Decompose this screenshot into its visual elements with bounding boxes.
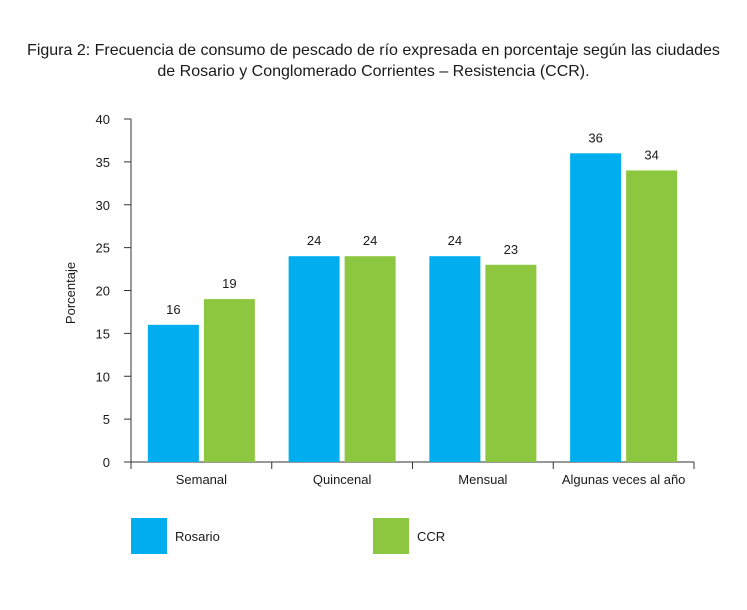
bar-ccr-1 (203, 299, 255, 462)
y-tick-label: 0 (103, 455, 110, 470)
legend-swatch-rosario (131, 518, 167, 554)
y-tick-label: 15 (96, 326, 110, 341)
x-category-label: Quincenal (313, 472, 372, 487)
bar-rosario-3 (429, 256, 481, 462)
data-labels: 16 19 24 24 24 23 36 34 (166, 130, 659, 316)
legend-swatch-ccr (373, 518, 409, 554)
x-category-label: Mensual (458, 472, 507, 487)
y-axis: 0 5 10 15 20 25 30 35 40 (96, 112, 132, 470)
data-label: 19 (222, 276, 236, 291)
data-label: 16 (166, 302, 180, 317)
chart-title-line1: Figura 2: Frecuencia de consumo de pesca… (27, 42, 720, 59)
data-label: 34 (644, 147, 658, 162)
legend-item-rosario: Rosario (131, 518, 220, 554)
y-tick-label: 25 (96, 241, 110, 256)
data-label: 24 (363, 233, 377, 248)
data-label: 23 (504, 242, 518, 257)
data-label: 24 (448, 233, 462, 248)
bar-rosario-1 (147, 324, 199, 462)
chart-title-line2: de Rosario y Conglomerado Corrientes – R… (157, 63, 590, 80)
data-label: 36 (588, 130, 602, 145)
x-category-label: Algunas veces al año (562, 472, 686, 487)
legend-label-ccr: CCR (417, 528, 446, 544)
y-tick-label: 30 (96, 198, 110, 213)
y-tick-label: 20 (96, 284, 110, 299)
chart-title: Figura 2: Frecuencia de consumo de pesca… (0, 40, 747, 82)
legend-label-rosario: Rosario (175, 528, 220, 544)
y-tick-label: 5 (103, 412, 110, 427)
y-axis-title: Porcentaje (63, 262, 78, 324)
y-tick-label: 10 (96, 369, 110, 384)
y-tick-label: 35 (96, 155, 110, 170)
bar-ccr-3 (485, 264, 537, 462)
legend-item-ccr: CCR (373, 518, 445, 554)
bar-ccr-4 (626, 170, 678, 462)
bar-ccr-2 (344, 256, 396, 462)
bar-rosario-2 (288, 256, 340, 462)
data-label: 24 (307, 233, 321, 248)
y-tick-label: 40 (96, 112, 110, 127)
x-axis: Semanal Quincenal Mensual Algunas veces al … (130, 461, 695, 487)
legend: Rosario CCR (0, 518, 747, 558)
bar-rosario-4 (570, 153, 622, 463)
x-category-label: Semanal (176, 472, 227, 487)
bars (147, 153, 678, 463)
